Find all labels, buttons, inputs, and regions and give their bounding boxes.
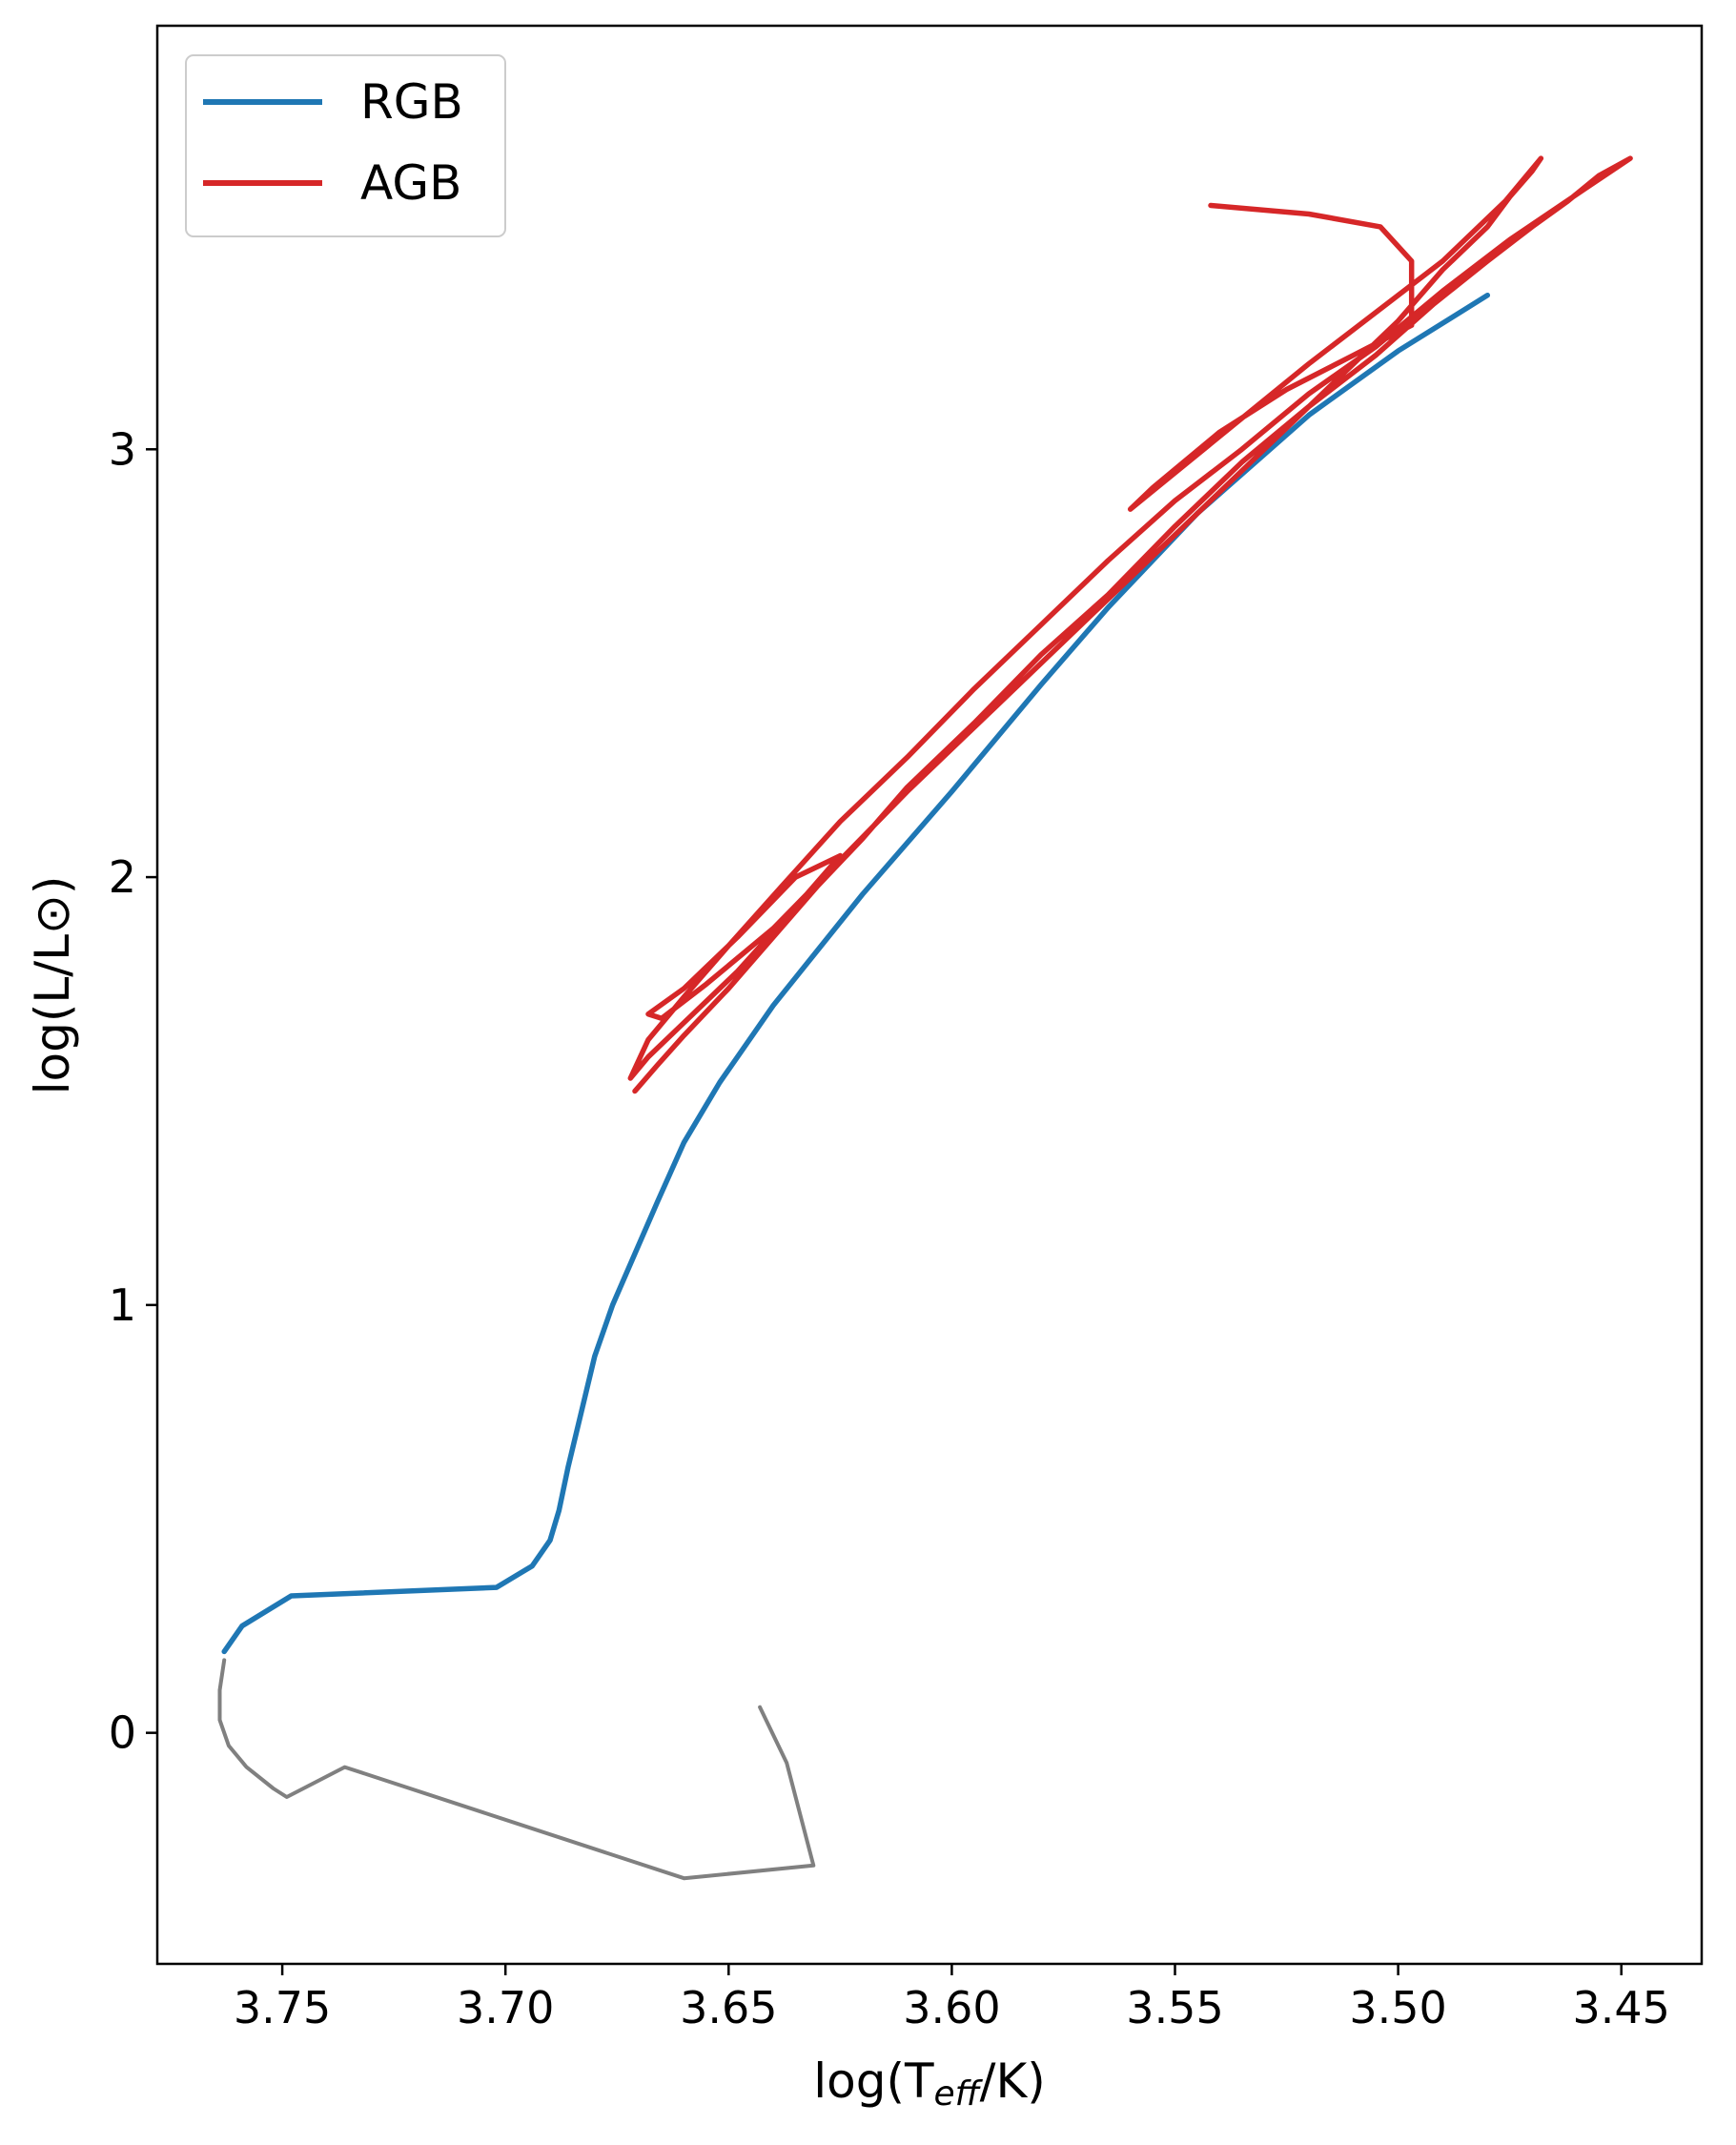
y-tick-label: 2: [109, 851, 136, 903]
series-layer: [217, 155, 1633, 1881]
x-tick-label: 3.75: [234, 1982, 331, 2033]
legend-label-rgb: RGB: [360, 74, 463, 130]
legend-label-agb: AGB: [360, 155, 461, 211]
legend: RGB AGB: [185, 54, 506, 237]
y-axis-label: log(L/L⊙): [25, 876, 80, 1095]
y-axis-ticks: 0 1 2 3: [109, 423, 157, 1759]
x-axis-ticks: 3.75 3.70 3.65 3.60 3.55 3.50 3.45: [234, 1964, 1670, 2033]
plot-area-frame: [155, 24, 1704, 1966]
series-line-agb: [627, 155, 1633, 1094]
x-tick-label: 3.65: [680, 1982, 777, 2033]
x-axis-label-main: log(T: [813, 2053, 934, 2109]
y-tick-label: 0: [109, 1707, 136, 1759]
x-tick-label: 3.70: [457, 1982, 554, 2033]
x-tick-label: 3.50: [1349, 1982, 1446, 2033]
series-line-pre-rgb: [217, 1658, 816, 1881]
x-axis-label-sub: eff: [934, 2074, 984, 2114]
x-axis-label: log(Teff/K): [813, 2053, 1046, 2114]
y-tick-label: 3: [109, 423, 136, 475]
y-tick-label: 1: [109, 1279, 136, 1331]
x-tick-label: 3.55: [1126, 1982, 1223, 2033]
x-axis-label-tail: /K): [980, 2053, 1046, 2109]
series-line-rgb: [221, 292, 1491, 1655]
x-tick-label: 3.60: [903, 1982, 1000, 2033]
x-tick-label: 3.45: [1573, 1982, 1670, 2033]
